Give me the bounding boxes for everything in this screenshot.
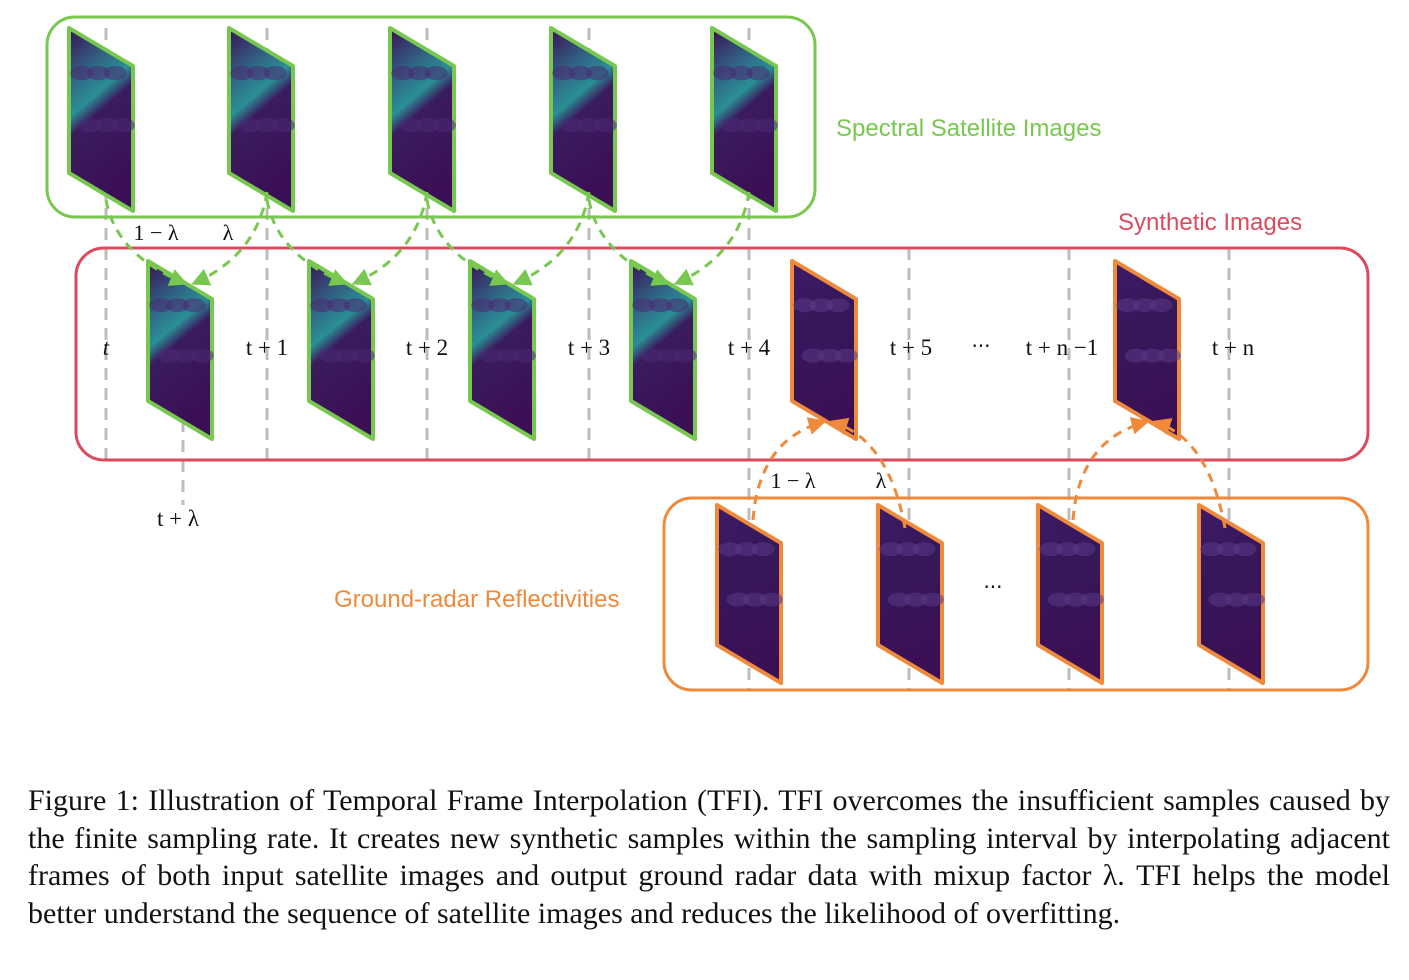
time-label-t1: t + 1 [246, 335, 288, 360]
radar-lambda: λ [876, 468, 887, 493]
radar-frame-icon [1036, 503, 1104, 685]
radar-group-label: Ground-radar Reflectivities [334, 586, 619, 613]
synthetic-radar-frame-icon [1113, 259, 1181, 441]
interpolation-arrow-icon [512, 191, 591, 286]
synthetic-satellite-frame-icon [629, 259, 697, 441]
interpolation-arrow-icon [751, 417, 827, 521]
time-label-t5: t + 5 [890, 335, 932, 360]
interpolation-arrow-icon [351, 191, 429, 286]
tfi-diagram: Spectral Satellite Images Synthetic Imag… [45, 15, 1370, 692]
radar-frame-icon [715, 503, 783, 685]
satellite-frame-icon [549, 26, 617, 213]
row-ellipsis: ··· [971, 334, 990, 358]
interpolation-arrow-icon [829, 417, 907, 529]
satellite-frame-icon [67, 26, 135, 213]
interpolation-arrow-icon [104, 199, 188, 286]
synthetic-satellite-frame-icon [307, 259, 375, 441]
satellite-frame-icon [227, 26, 295, 213]
synthetic-radar-frame-icon [790, 259, 858, 441]
synthetic-satellite-frame-icon [468, 259, 536, 441]
interpolation-arrow-icon [1071, 417, 1150, 521]
radar-frame-icon [876, 503, 944, 685]
time-label-tn-minus-1: t + n −1 [1026, 335, 1099, 360]
radar-group-box [662, 496, 1370, 692]
radar-one-minus-lambda: 1 − λ [770, 468, 815, 493]
satellite-frame-icon [388, 26, 456, 213]
synthetic-group-label: Synthetic Images [1118, 209, 1302, 236]
time-label-t2: t + 2 [406, 335, 448, 360]
time-label-tn: t + n [1212, 335, 1255, 360]
radar-ellipsis: ... [983, 569, 1002, 593]
sat-one-minus-lambda: 1 − λ [133, 220, 178, 245]
sat-lambda: λ [223, 220, 234, 245]
figure-caption: Figure 1: Illustration of Temporal Frame… [28, 784, 1390, 930]
frames [67, 26, 1265, 685]
radar-frame-icon [1197, 503, 1265, 685]
interpolation-arrow-icon [265, 199, 349, 286]
interpolation-arrow-icon [673, 191, 751, 286]
interpolation-arrows [104, 191, 1227, 529]
time-label-t: t [103, 335, 110, 360]
synthetic-group-box [74, 246, 1370, 462]
time-label-t4: t + 4 [728, 335, 771, 360]
satellite-frame-icon [710, 26, 778, 213]
interpolation-arrow-icon [587, 199, 671, 286]
satellite-group-label: Spectral Satellite Images [836, 115, 1101, 142]
interpolation-arrow-icon [425, 199, 510, 286]
time-label-t3: t + 3 [568, 335, 610, 360]
interpolation-arrow-icon [1152, 418, 1227, 529]
synthetic-satellite-frame-icon [146, 259, 214, 441]
t-plus-lambda-label: t + λ [157, 506, 200, 531]
